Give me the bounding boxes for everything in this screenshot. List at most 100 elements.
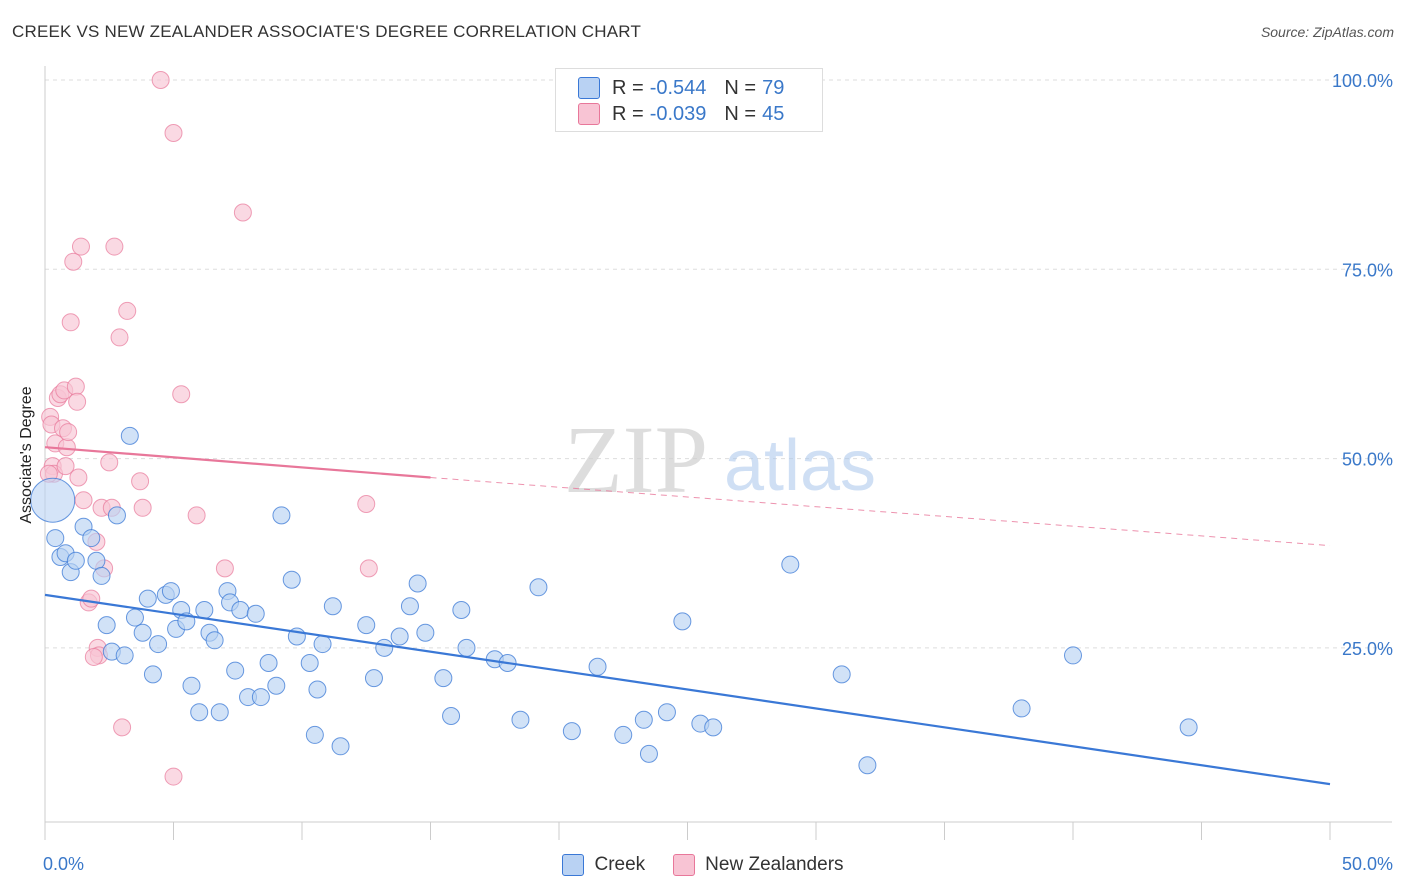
creek-point <box>1179 718 1198 737</box>
creek-point <box>190 703 209 722</box>
creek-point <box>182 676 201 695</box>
nz-point <box>110 328 129 347</box>
creek-point <box>529 578 548 597</box>
creek-point <box>400 597 419 616</box>
creek-point <box>614 725 633 744</box>
creek-point <box>634 710 653 729</box>
trend-lines <box>44 446 1331 786</box>
y-tick-label: 75.0% <box>1342 260 1393 280</box>
creek-point <box>133 623 152 642</box>
nz-point <box>84 647 103 666</box>
creek-point <box>107 506 126 525</box>
nz-point <box>187 506 206 525</box>
legend-item-nz[interactable]: New Zealanders <box>673 854 844 876</box>
creek-trend-line <box>44 593 1331 786</box>
legend-label-creek: Creek <box>594 854 646 875</box>
nz-point <box>69 468 88 487</box>
creek-point <box>300 654 319 672</box>
y-tick-label: 25.0% <box>1342 639 1393 659</box>
nz-legend-swatch <box>673 854 696 876</box>
creek-swatch <box>578 77 600 99</box>
nz-point <box>68 392 87 411</box>
creek-point <box>205 631 224 650</box>
creek-point <box>452 601 471 619</box>
creek-point <box>313 635 332 654</box>
creek-point <box>364 669 383 688</box>
creek-point <box>161 582 180 601</box>
creek-point <box>434 669 453 688</box>
n-label: N = <box>724 76 757 99</box>
axes <box>44 66 1392 840</box>
nz-point <box>215 559 234 578</box>
nz-point <box>61 313 80 332</box>
creek-point <box>97 616 116 635</box>
creek-point <box>305 725 324 744</box>
creek-point <box>511 710 530 729</box>
nz-points <box>39 71 378 786</box>
creek-point <box>1012 699 1031 718</box>
creek-point <box>30 477 76 523</box>
creek-point <box>416 623 435 642</box>
watermark-atlas: atlas <box>724 426 876 506</box>
nz-point <box>66 377 85 396</box>
x-tick-label: 50.0% <box>1342 854 1393 874</box>
nz-trend-line-dashed <box>430 477 1331 547</box>
creek-point <box>457 638 476 657</box>
nz-point <box>100 453 119 472</box>
nz-swatch <box>578 103 600 125</box>
creek-point <box>115 646 134 665</box>
creek-point <box>87 551 106 570</box>
creek-point <box>267 676 286 695</box>
watermark-zip: ZIP <box>564 406 708 513</box>
nz-point <box>164 767 183 786</box>
creek-point <box>82 529 101 548</box>
legend-item-creek[interactable]: Creek <box>562 854 645 876</box>
nz-point <box>164 124 183 142</box>
creek-point <box>1064 646 1082 665</box>
nz-point <box>64 252 83 271</box>
n-label: N = <box>724 102 757 125</box>
creek-point <box>282 570 301 589</box>
creek-point <box>588 657 607 676</box>
creek-point <box>308 680 327 699</box>
nz-point <box>71 237 90 256</box>
nz-point <box>233 203 252 222</box>
source-label: Source: ZipAtlas.com <box>1260 24 1394 40</box>
creek-point <box>226 661 245 680</box>
y-tick-label: 50.0% <box>1342 450 1393 470</box>
nz-point <box>131 472 150 491</box>
creek-point <box>149 635 168 654</box>
n-value: 79 <box>762 76 785 99</box>
legend-label-nz: New Zealanders <box>705 854 844 875</box>
creek-point <box>120 426 139 445</box>
series-legend: Creek New Zealanders <box>0 852 1406 878</box>
nz-point <box>172 385 191 404</box>
nz-point <box>57 438 76 457</box>
creek-point <box>657 703 676 722</box>
creek-point <box>143 665 162 684</box>
creek-point <box>673 612 692 631</box>
r-value: -0.544 <box>649 76 707 99</box>
creek-point <box>246 604 265 623</box>
creek-points <box>30 426 1198 775</box>
nz-point <box>133 498 152 517</box>
creek-point <box>858 756 877 775</box>
y-tick-label: 100.0% <box>1332 71 1393 91</box>
creek-point <box>562 722 581 741</box>
nz-trend-line-solid <box>44 446 431 479</box>
legend-row-nz: R = -0.039 N = 45 <box>578 101 784 127</box>
creek-point <box>832 665 851 684</box>
tick-labels: 25.0% 50.0% 75.0% 100.0% 0.0% 50.0% <box>43 71 1393 874</box>
creek-legend-swatch <box>562 854 585 876</box>
creek-point <box>210 703 229 722</box>
creek-point <box>442 707 461 725</box>
nz-point <box>82 589 101 608</box>
correlation-legend: R = -0.544 N = 79 R = -0.039 N = 45 <box>555 68 823 132</box>
nz-point <box>357 495 376 513</box>
creek-point <box>138 589 157 608</box>
creek-point <box>639 744 658 763</box>
creek-point <box>331 737 350 756</box>
nz-point <box>74 491 93 510</box>
nz-point <box>113 718 132 737</box>
creek-point <box>125 608 144 627</box>
